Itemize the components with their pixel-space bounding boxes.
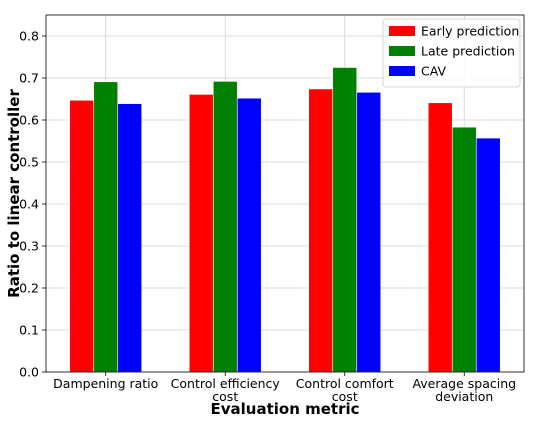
- bar-late-prediction: [212, 81, 238, 373]
- bar-early-prediction: [188, 94, 214, 373]
- y-axis-ticks: 0.0 0.1 0.2 0.3 0.4 0.5 0.6 0.7 0.8: [19, 29, 46, 380]
- x-tick-label: Control comfort: [296, 376, 394, 391]
- y-tick-label: 0.8: [19, 29, 39, 44]
- y-tick-label: 0.4: [19, 197, 39, 212]
- legend-swatch: [389, 66, 415, 76]
- legend-swatch: [389, 26, 415, 36]
- legend-label: Late prediction: [421, 44, 515, 59]
- y-tick-label: 0.2: [19, 281, 39, 296]
- legend: Early prediction Late prediction CAV: [382, 18, 521, 88]
- bar-cav: [475, 137, 501, 373]
- y-axis-title: Ratio to linear controller: [5, 89, 23, 298]
- y-tick-label: 0.5: [19, 155, 39, 170]
- x-tick-label: deviation: [435, 389, 493, 404]
- x-tick-label: Dampening ratio: [53, 376, 158, 391]
- x-axis-title: Evaluation metric: [210, 400, 359, 418]
- bar-cav: [236, 97, 262, 373]
- y-tick-label: 0.0: [19, 365, 39, 380]
- y-tick-label: 0.6: [19, 113, 39, 128]
- y-tick-label: 0.7: [19, 71, 39, 86]
- y-tick-label: 0.3: [19, 239, 39, 254]
- x-tick-label: Control efficiency: [171, 376, 281, 391]
- bar-early-prediction: [427, 102, 453, 373]
- legend-swatch: [389, 46, 415, 56]
- x-tick-label: cost: [332, 389, 358, 404]
- x-tick-label: cost: [212, 389, 238, 404]
- bar-cav: [356, 91, 382, 373]
- bar-late-prediction: [332, 67, 358, 373]
- legend-frame: [382, 18, 521, 88]
- plot-area-frame: [45, 14, 525, 373]
- legend-label: Early prediction: [421, 24, 519, 39]
- y-tick-label: 0.1: [19, 323, 39, 338]
- bar-late-prediction: [451, 126, 477, 373]
- bars: [69, 67, 501, 373]
- x-tick-label: Average spacing: [412, 376, 516, 391]
- x-axis-ticks: Dampening ratio Control efficiencycostCon…: [53, 372, 516, 404]
- bar-cav: [117, 103, 143, 373]
- bar-early-prediction: [69, 99, 95, 373]
- bar-late-prediction: [93, 81, 119, 373]
- legend-label: CAV: [421, 64, 446, 79]
- bar-early-prediction: [308, 88, 334, 373]
